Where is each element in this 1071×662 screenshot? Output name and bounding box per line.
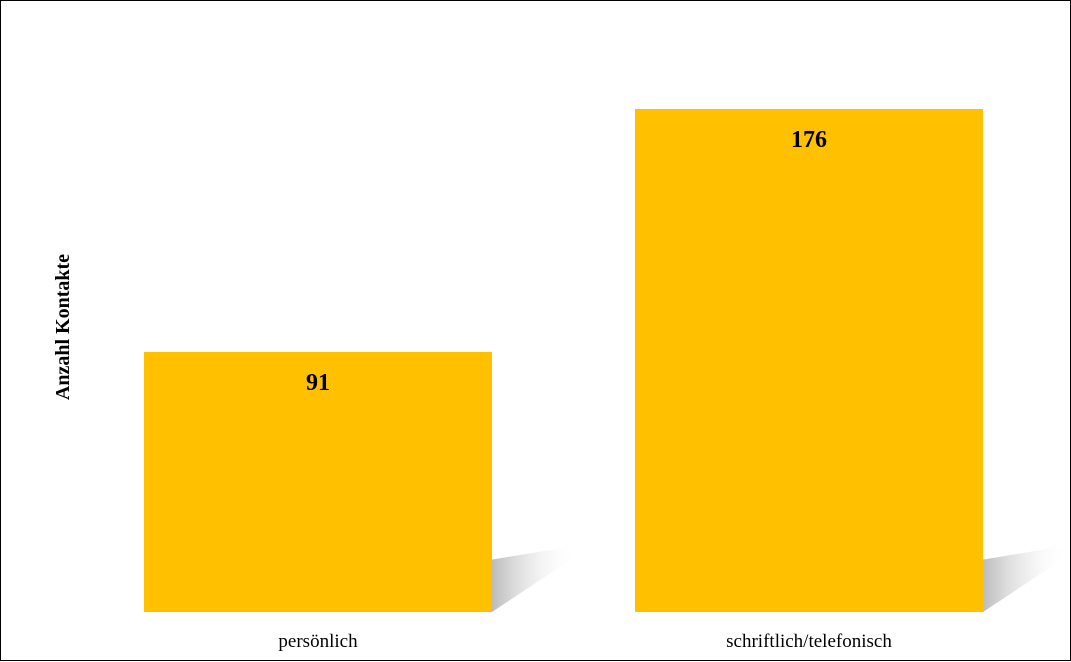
category-labels: persönlich schriftlich/telefonisch [278, 631, 892, 652]
bar-1 [635, 109, 983, 612]
value-label: 91 [306, 370, 330, 396]
bar-0 [144, 351, 492, 612]
category-label: schriftlich/telefonisch [726, 631, 892, 652]
bars [144, 109, 983, 612]
category-label: persönlich [278, 631, 358, 652]
bar-shadow [492, 545, 577, 612]
y-axis-label: Anzahl Kontakte [52, 254, 74, 400]
value-label: 176 [791, 127, 827, 153]
bar-shadow [983, 545, 1068, 612]
value-labels: 91 176 [306, 127, 827, 396]
bar-shadows [492, 545, 1068, 612]
